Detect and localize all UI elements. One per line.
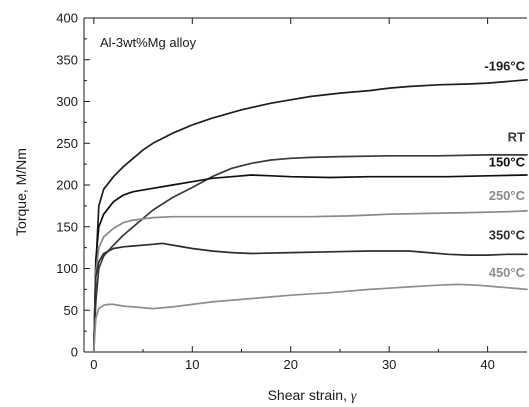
series-label-350c: 350°C: [489, 227, 526, 242]
x-tick-label: 40: [480, 357, 494, 372]
x-axis-title-text: Shear strain,: [268, 387, 351, 403]
chart-axes: [83, 17, 527, 353]
series-label-150c: 150°C: [489, 155, 526, 170]
alloy-annotation: Al-3wt%Mg alloy: [100, 35, 197, 50]
series-line-250c: [92, 210, 528, 353]
series-line-rt: [92, 154, 528, 353]
y-tick-label: 400: [56, 11, 78, 26]
y-axis-title: Torque, M/Nm: [13, 148, 29, 236]
x-tick-label: 0: [90, 357, 97, 372]
y-tick-label: 0: [71, 345, 78, 360]
series-line-450c: [92, 283, 528, 353]
x-axis-title-symbol: γ: [351, 389, 357, 404]
y-tick-label: 250: [56, 136, 78, 151]
y-tick-label: 350: [56, 52, 78, 67]
x-tick-label: 30: [382, 357, 396, 372]
x-axis-title: Shear strain, γ: [268, 387, 357, 404]
series-line-150c: [92, 174, 528, 353]
x-tick-label: 10: [185, 357, 199, 372]
series-line-196c: [92, 78, 528, 353]
x-tick-label: 20: [283, 357, 297, 372]
y-tick-label: 100: [56, 261, 78, 276]
y-tick-label: 200: [56, 178, 78, 193]
series-line-350c: [92, 242, 528, 353]
series-label-250c: 250°C: [489, 188, 526, 203]
series-label-196c: -196°C: [484, 59, 525, 74]
chart-series-labels: -196°C RT 150°C 250°C 350°C 450°C: [484, 59, 525, 280]
y-tick-label: 300: [56, 94, 78, 109]
series-label-450c: 450°C: [489, 265, 526, 280]
chart-series-layer: [92, 78, 528, 353]
y-tick-label: 50: [64, 303, 78, 318]
series-label-rt: RT: [508, 130, 525, 145]
y-tick-label: 150: [56, 219, 78, 234]
